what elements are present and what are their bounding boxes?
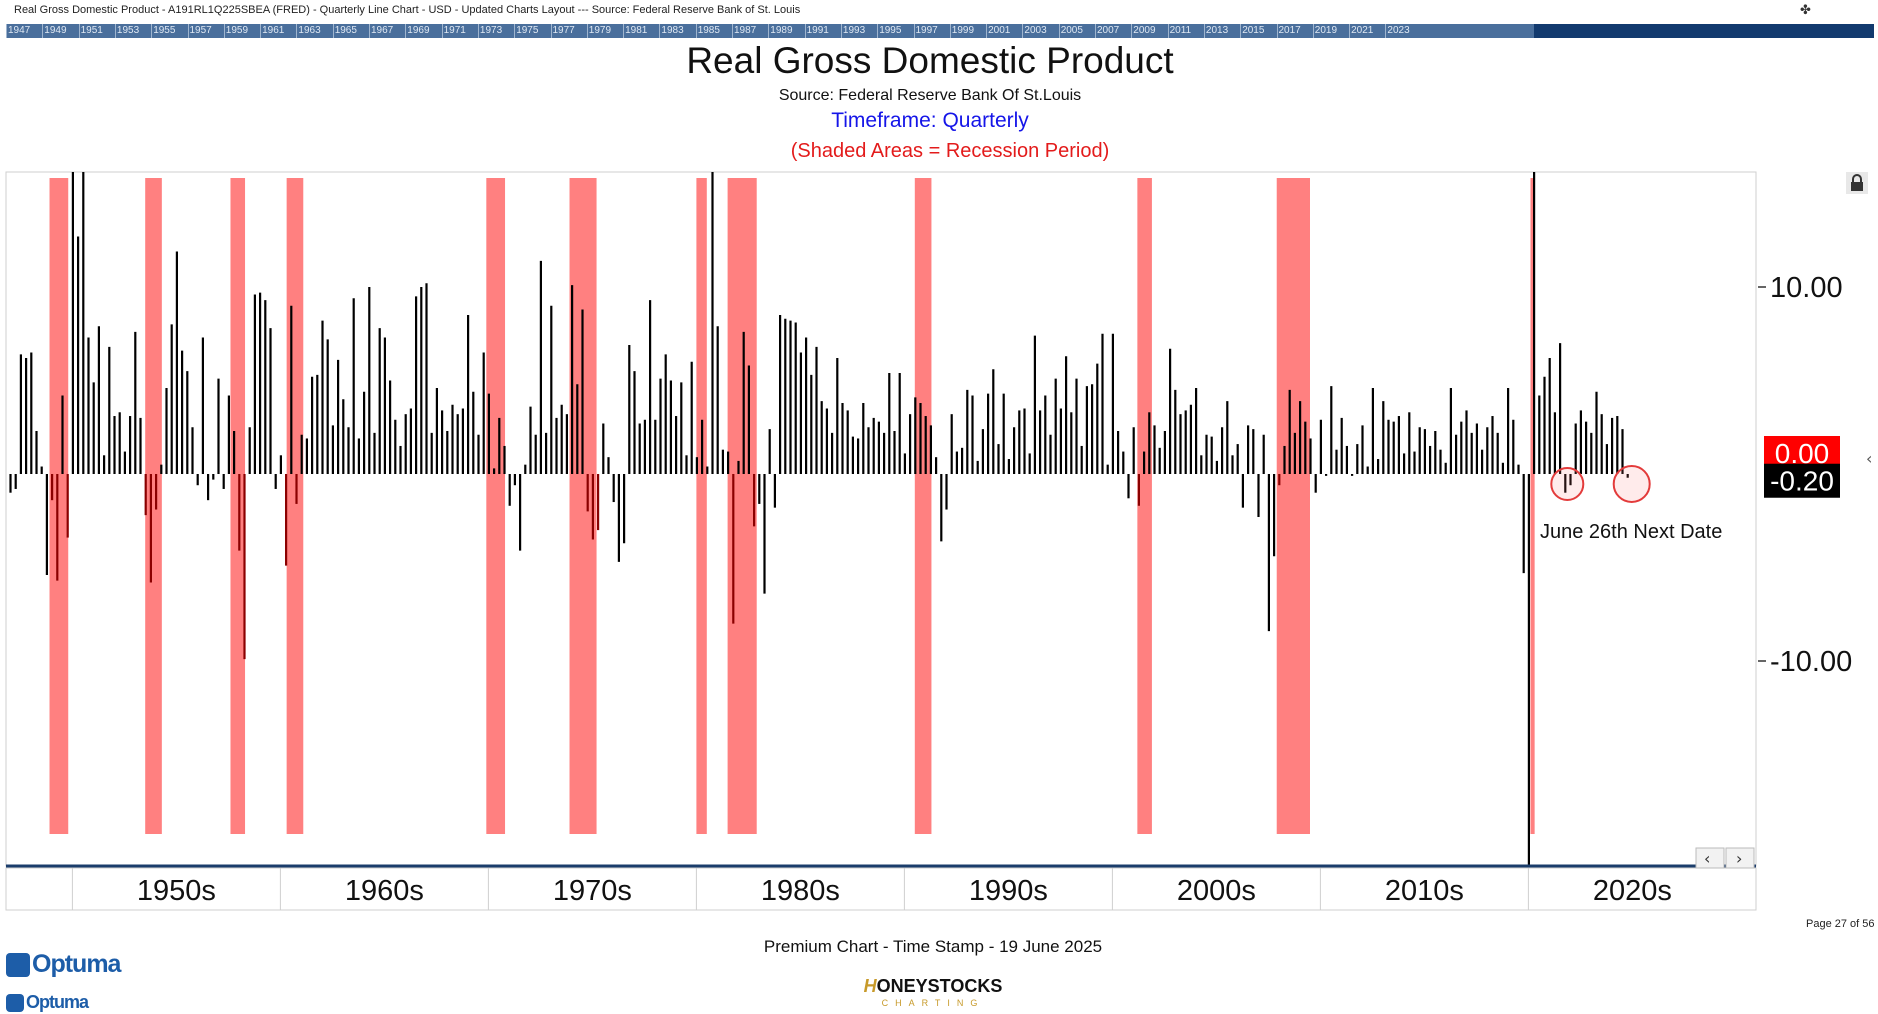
year-strip-label[interactable]: 2023 [1385,24,1410,38]
x-tick-label: 1970s [553,875,632,907]
highlight-circle [1550,467,1585,501]
year-strip-label[interactable]: 1991 [804,24,829,38]
current-value-tag [1764,463,1840,498]
chart-shading-note: (Shaded Areas = Recession Period) [790,140,1110,162]
recession-shade [145,178,162,834]
current-value-label: -0.20 [1770,466,1834,497]
chart-title: Real Gross Domestic Product [686,40,1174,81]
page-number: Page 27 of 56 [1806,918,1875,930]
lock-icon[interactable] [1846,172,1868,194]
year-strip-label[interactable]: 2001 [986,24,1011,38]
year-strip-label[interactable]: 1977 [550,24,575,38]
year-strip-label[interactable]: 1985 [695,24,720,38]
scroll-left-button[interactable] [1695,847,1725,869]
honeystocks-logo: HONEYSTOCKS [0,976,1866,997]
time-stamp: Premium Chart - Time Stamp - 19 June 202… [763,937,1103,956]
optuma-logo-small: Optuma [6,992,89,1013]
x-tick-label: 1960s [345,875,424,907]
year-strip-label[interactable]: 1947 [6,24,31,38]
year-strip-label[interactable]: 1981 [623,24,648,38]
x-tick-label: 1980s [761,875,840,907]
y-tick-label: 10.00 [1770,272,1843,304]
optuma-logo-icon [6,953,30,978]
optuma-logo: Optuma [6,950,121,979]
recession-shade [727,178,757,834]
year-strip-label[interactable]: 1997 [913,24,938,38]
x-tick-label: 1950s [137,875,216,907]
year-strip-label[interactable]: 1993 [840,24,866,38]
recession-shade [486,178,506,834]
year-strip-label[interactable]: 2021 [1349,24,1374,38]
window-caption: Real Gross Domestic Product - A191RL1Q22… [14,4,801,16]
collapse-panel-arrow[interactable]: ‹ [1866,449,1872,468]
year-strip-label[interactable]: 1971 [441,24,466,38]
year-strip-label[interactable]: 1973 [477,24,503,38]
chevron-left-icon[interactable]: ‹ [1704,849,1710,868]
year-strip-label[interactable]: 2003 [1022,24,1047,38]
chart-timeframe: Timeframe: Quarterly [831,109,1029,132]
recession-shade [1530,178,1535,834]
gdp-chart[interactable]: 1950s 1960s 1970s 1980s 1990s 2000s 2010s 2020s… [0,0,1878,915]
year-strip-label[interactable]: 1983 [659,24,684,38]
year-strip-label[interactable]: 1951 [78,24,103,38]
highlight-circle [1612,465,1651,503]
year-strip-label[interactable]: 2019 [1312,24,1338,38]
scroll-right-button[interactable] [1725,847,1755,869]
recession-shade [1137,178,1152,834]
year-strip-label[interactable]: 1969 [405,24,430,38]
year-strip-label[interactable]: 1975 [514,24,539,38]
plot-area[interactable] [5,171,1757,867]
year-strip-label[interactable]: 1957 [187,24,212,38]
x-tick-label: 2010s [1385,875,1464,907]
recession-shade [49,178,69,834]
year-strip-label[interactable]: 1953 [114,24,140,38]
chevron-right-icon[interactable]: › [1736,849,1742,868]
year-strip-label[interactable]: 1979 [586,24,612,38]
year-strip-label[interactable]: 1963 [296,24,321,38]
x-tick-label: 2000s [1177,875,1256,907]
pin-icon[interactable]: ✤ [1800,2,1811,17]
optuma-logo-small-text: Optuma [26,992,89,1012]
year-strip-label[interactable]: 2013 [1203,24,1229,38]
year-strip-label[interactable]: 1961 [260,24,285,38]
year-strip-label[interactable]: 1989 [768,24,793,38]
next-date-annotation: June 26th Next Date [1540,521,1722,543]
recession-shade [1276,178,1310,834]
year-strip-label[interactable]: 2007 [1095,24,1120,38]
x-axis-band [5,867,1757,911]
year-strip-label[interactable]: 2017 [1276,24,1301,38]
year-strip-label[interactable]: 1987 [732,24,757,38]
recession-shade [286,178,304,834]
year-strip-label[interactable]: 1965 [332,24,357,38]
year-navigator-window[interactable] [1534,24,1874,38]
year-strip-label[interactable]: 1967 [369,24,394,38]
honeystocks-logo-h: H [863,976,877,996]
x-tick-label: 1990s [969,875,1048,907]
recession-shade [914,178,932,834]
honeystocks-subtitle: CHARTING [881,998,985,1008]
honeystocks-logo-text: ONEYSTOCKS [876,976,1003,996]
year-strip-label[interactable]: 1995 [877,24,902,38]
recession-shade [230,178,246,834]
optuma-logo-small-icon [6,994,24,1013]
optuma-logo-text: Optuma [32,950,121,978]
year-strip-label[interactable]: 1949 [42,24,67,38]
chart-source: Source: Federal Reserve Bank Of St.Louis [778,87,1082,104]
year-strip-label[interactable]: 1959 [223,24,249,38]
recession-shade [696,178,707,834]
y-tick-label: -10.00 [1770,646,1852,678]
x-tick-label: 2020s [1593,875,1672,907]
year-strip-label[interactable]: 2005 [1058,24,1083,38]
year-strip-label[interactable]: 1955 [151,24,176,38]
year-strip-label[interactable]: 2011 [1167,24,1192,38]
year-strip-label[interactable]: 1999 [949,24,975,38]
year-strip-label[interactable]: 2015 [1240,24,1265,38]
year-strip-label[interactable]: 2009 [1131,24,1156,38]
year-navigator-strip[interactable]: 1947 1949 1951 1953 1955 1957 1959 1961 1963 1965… [6,24,1874,38]
